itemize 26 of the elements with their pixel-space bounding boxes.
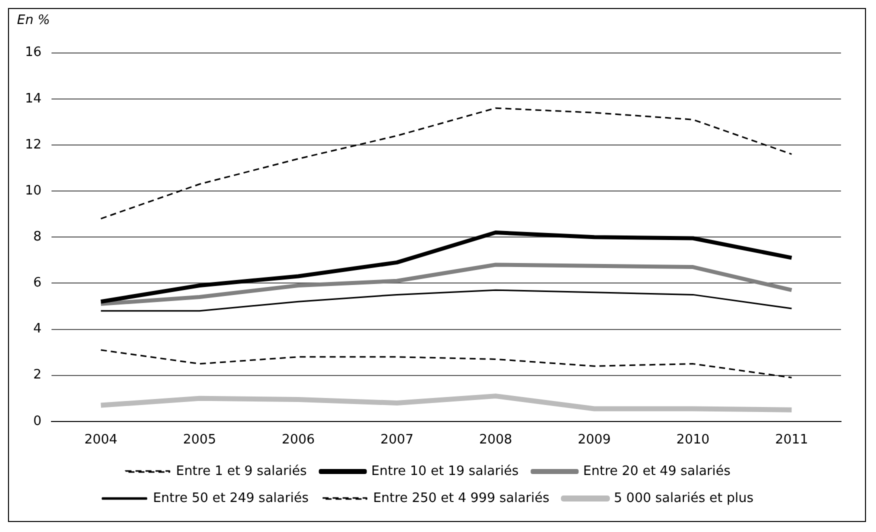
x-tick-label: 2010 <box>676 432 710 448</box>
legend-label: Entre 20 et 49 salariés <box>583 464 731 479</box>
legend-label: Entre 1 et 9 salariés <box>176 464 308 479</box>
y-tick-label: 0 <box>33 414 42 429</box>
y-tick-label: 4 <box>33 322 42 337</box>
x-tick-label: 2009 <box>578 432 611 448</box>
line-series <box>100 349 792 378</box>
x-tick-label: 2011 <box>775 432 808 448</box>
legend-label: Entre 50 et 249 salariés <box>152 490 309 506</box>
y-tick-label: 10 <box>24 183 42 198</box>
y-axis-title: En % <box>17 13 50 28</box>
y-tick-label: 14 <box>24 91 42 106</box>
y-tick-label: 6 <box>33 276 42 291</box>
legend-label: Entre 250 et 4 999 salariés <box>373 490 550 506</box>
y-tick-label: 12 <box>24 137 42 152</box>
x-tick-label: 2004 <box>84 432 118 448</box>
line-series <box>100 107 792 220</box>
legend-label: 5 000 salariés et plus <box>614 490 754 506</box>
y-tick-label: 16 <box>24 45 42 60</box>
legend-label: Entre 10 et 19 salariés <box>371 464 519 479</box>
x-tick-label: 2006 <box>282 432 315 448</box>
y-tick-label: 2 <box>33 368 42 383</box>
x-tick-label: 2008 <box>479 432 512 448</box>
y-tick-label: 8 <box>33 229 42 244</box>
x-tick-label: 2007 <box>380 432 414 448</box>
x-tick-label: 2005 <box>183 432 216 448</box>
